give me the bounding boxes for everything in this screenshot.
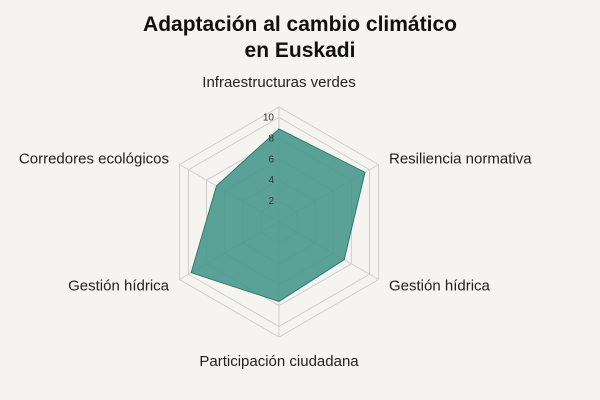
axis-label-4: Gestión hídrica xyxy=(68,278,170,295)
tick-label-4: 10 xyxy=(263,112,275,123)
chart-title-line-2: en Euskadi xyxy=(244,39,356,62)
axis-label-5: Corredores ecológicos xyxy=(19,151,169,168)
axis-label-2: Gestión hídrica xyxy=(389,278,491,295)
tick-label-0: 2 xyxy=(268,196,274,207)
chart-title: Adaptación al cambio climático en Euskad… xyxy=(0,12,600,64)
series-area-0 xyxy=(190,128,366,303)
axis-label-3: Participación ciudadana xyxy=(199,353,359,370)
axis-label-0: Infraestructuras verdes xyxy=(202,74,355,91)
tick-label-2: 6 xyxy=(268,154,274,165)
chart-title-line-1: Adaptación al cambio climático xyxy=(143,13,457,36)
tick-label-1: 4 xyxy=(268,175,274,186)
axis-label-1: Resiliencia normativa xyxy=(389,151,532,168)
tick-label-3: 8 xyxy=(268,133,274,144)
